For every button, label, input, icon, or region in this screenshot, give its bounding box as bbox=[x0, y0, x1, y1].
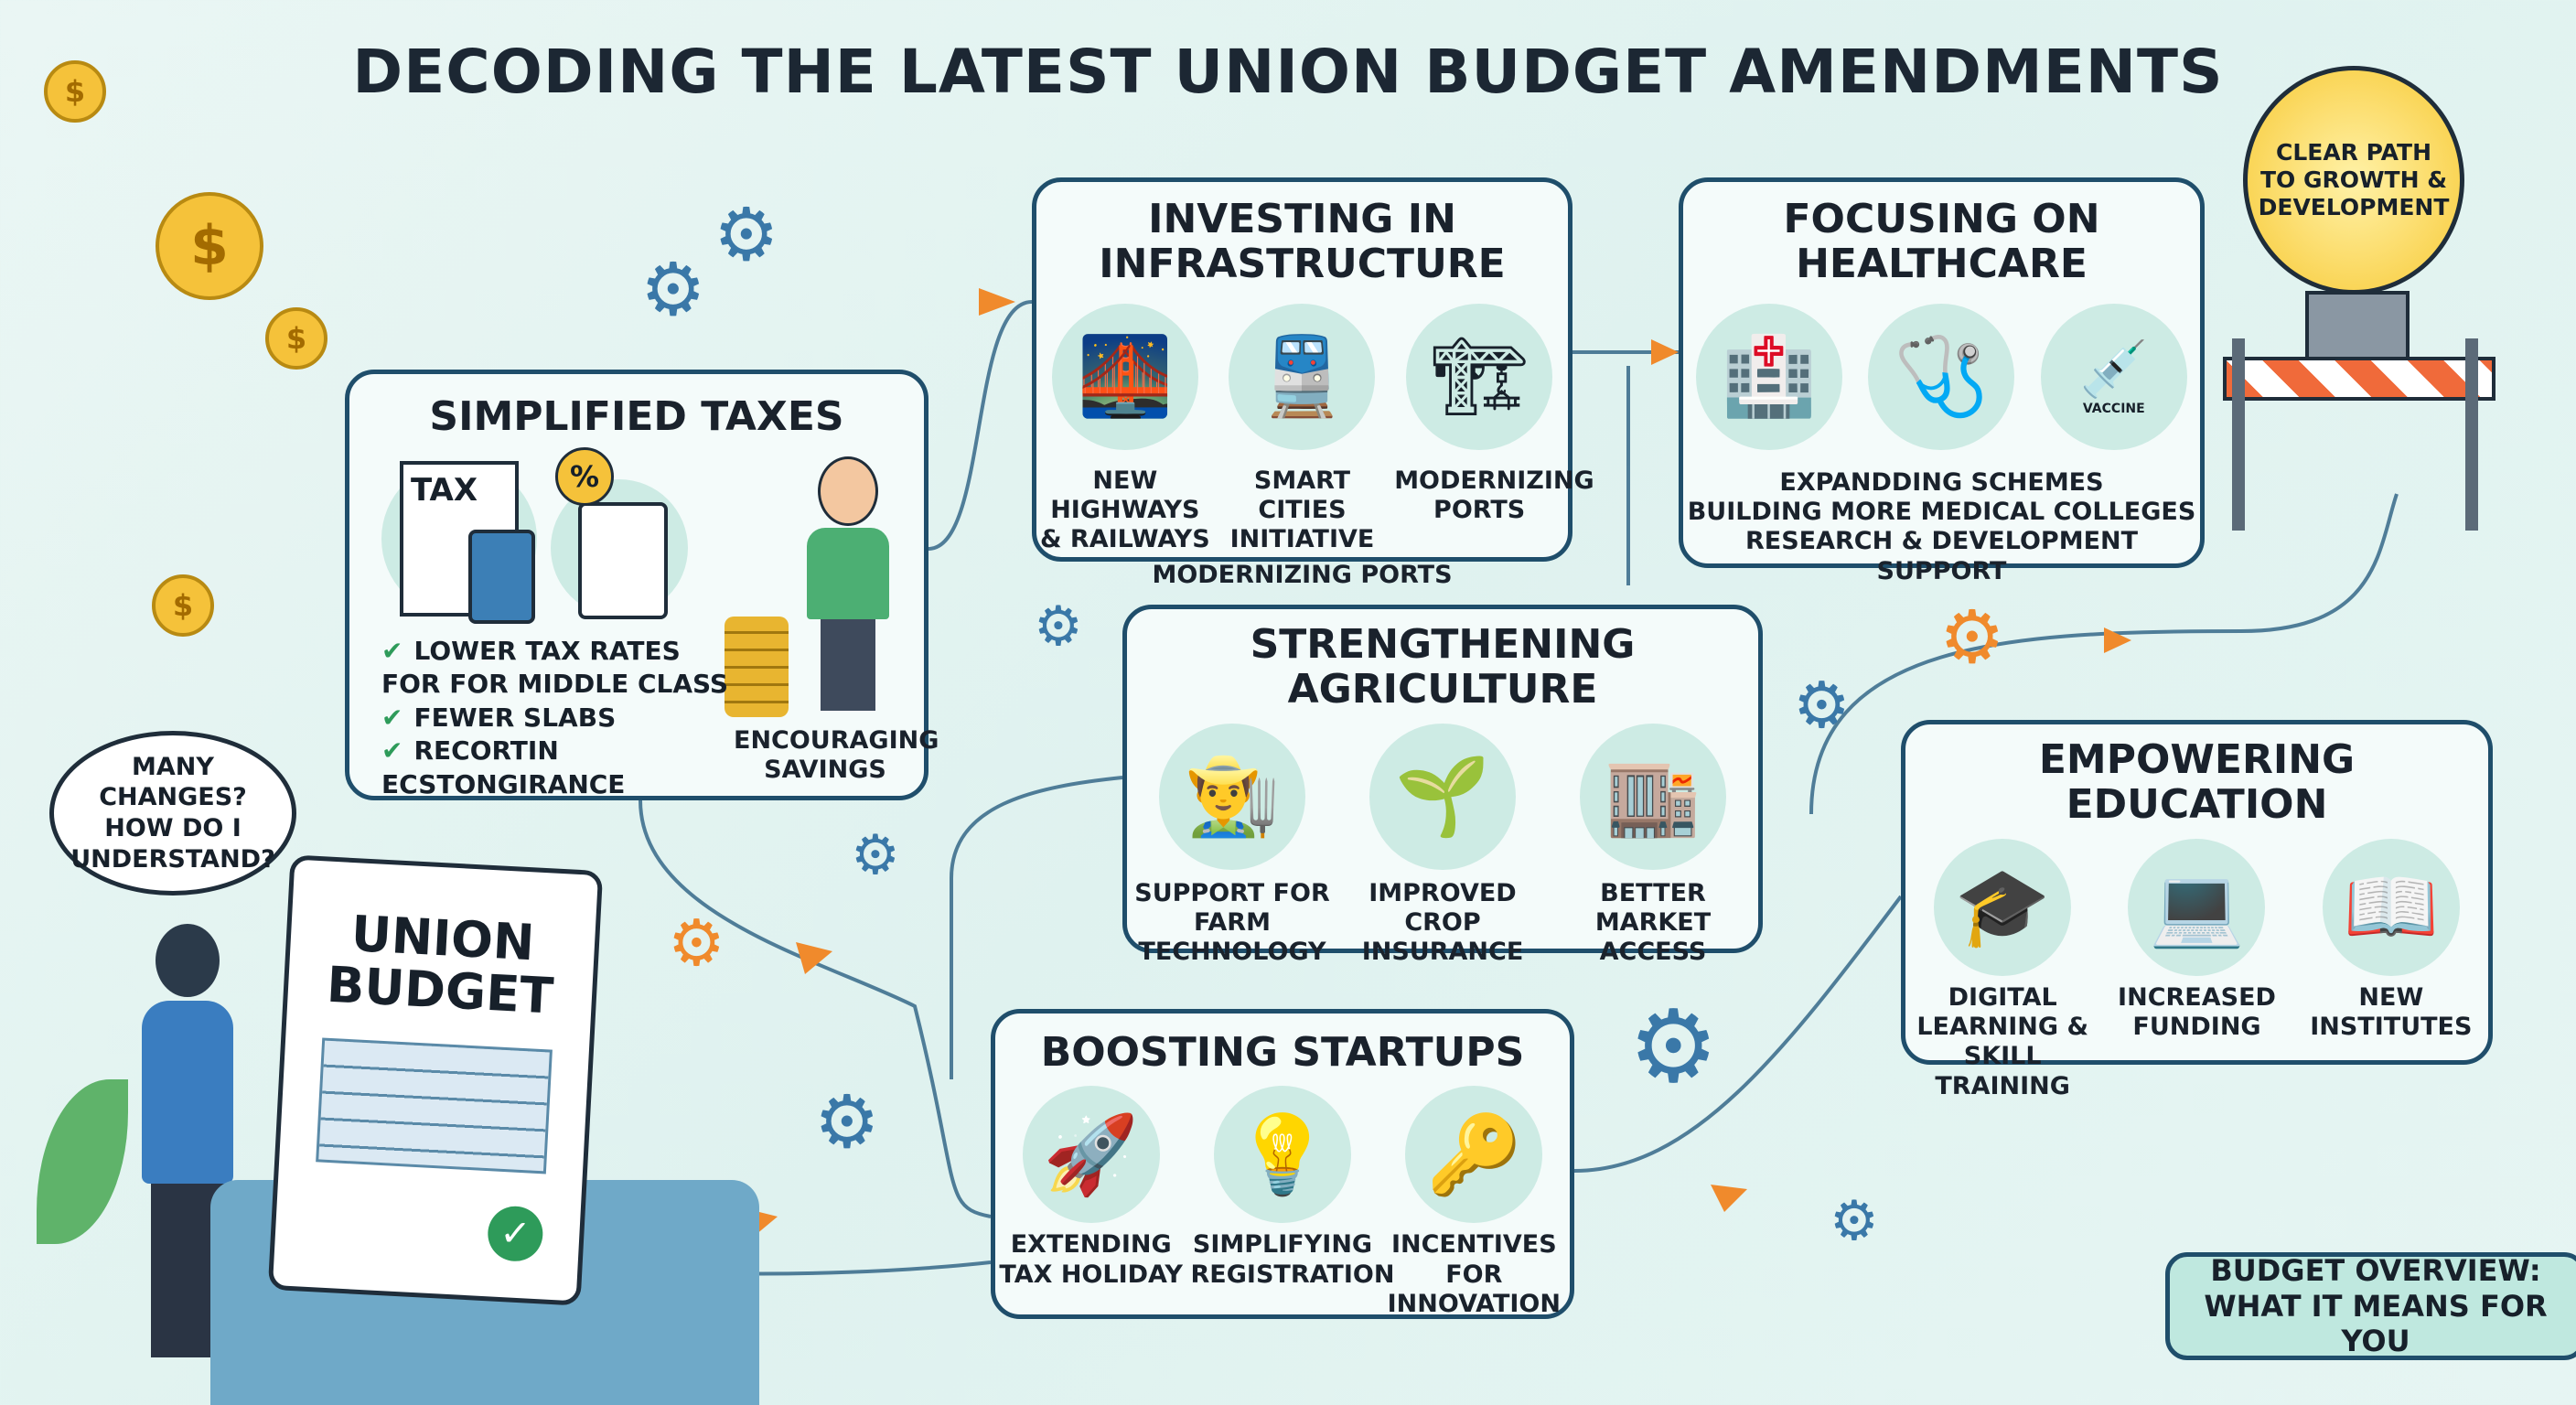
flow-path bbox=[1573, 895, 1903, 1173]
gear-icon: ⚙ bbox=[668, 906, 725, 981]
caption: NEW INSTITUTES bbox=[2310, 982, 2473, 1041]
gear-icon: ⚙ bbox=[1830, 1189, 1879, 1253]
flow-path bbox=[928, 300, 1033, 551]
card-simplified-taxes: SIMPLIFIED TAXES TAX % ✔ LOWER TAX RATES … bbox=[345, 370, 939, 801]
card-infrastructure: INVESTING IN INFRASTRUCTURE 🌉 🚆 🏗 NEW HI… bbox=[1032, 177, 1594, 589]
lightbulb-goal: CLEAR PATH TO GROWTH & DEVELOPMENT bbox=[2243, 66, 2464, 295]
caption: INCREASED FUNDING bbox=[2118, 982, 2276, 1041]
caption: SIMPLIFYING REGISTRATION bbox=[1190, 1230, 1395, 1289]
warehouse-icon: 🏬 bbox=[1580, 723, 1726, 870]
graduation-books-icon: 🎓 bbox=[1934, 838, 2072, 976]
caption: SMART CITIES INITIATIVE bbox=[1229, 466, 1375, 554]
list-item: EXPANDDING SCHEMES bbox=[1779, 467, 2104, 497]
checkmark-icon: ✓ bbox=[486, 1205, 544, 1263]
caption: IMPROVED CROP INSURANCE bbox=[1361, 878, 1524, 967]
happy-man-illustration bbox=[798, 456, 898, 713]
gear-icon: ⚙ bbox=[1034, 595, 1083, 659]
list-item: ✔ FEWER SLABS bbox=[381, 702, 617, 733]
laptop-learning-icon: 💻 bbox=[2128, 838, 2266, 976]
card-startups: BOOSTING STARTUPS 🚀 💡 🔑 EXTENDING TAX HO… bbox=[991, 1009, 1574, 1319]
calculator-icon bbox=[468, 530, 535, 624]
caption: INCENTIVES FOR INNOVATION bbox=[1387, 1230, 1561, 1319]
caption: DIGITAL LEARNING & SKILL TRAINING bbox=[1916, 982, 2088, 1100]
gear-icon: ⚙ bbox=[640, 247, 706, 332]
speech-bubble: MANY CHANGES? HOW DO I UNDERSTAND? bbox=[49, 731, 296, 896]
caption: MODERNIZING PORTS bbox=[1394, 466, 1594, 524]
gear-icon: ⚙ bbox=[1793, 668, 1851, 743]
gear-icon: ⚙ bbox=[1939, 595, 2005, 680]
card-heading: FOCUSING ON HEALTHCARE bbox=[1783, 196, 2100, 288]
arrow-head bbox=[1711, 1185, 1747, 1212]
hospital-icon: 🏥 bbox=[1696, 303, 1843, 450]
arrow-head bbox=[1651, 339, 1679, 365]
key-hand-icon: 🔑 bbox=[1405, 1086, 1543, 1224]
gear-icon: ⚙ bbox=[851, 823, 900, 887]
card-heading: BOOSTING STARTUPS bbox=[1040, 1029, 1525, 1076]
arrow-head bbox=[796, 942, 832, 974]
flow-path bbox=[639, 799, 992, 1218]
bridge-icon: 🌉 bbox=[1051, 303, 1198, 450]
union-budget-document: UNION BUDGET ✓ bbox=[267, 854, 604, 1306]
barrier-post bbox=[2465, 338, 2478, 531]
clipboard-icon bbox=[578, 502, 668, 619]
document-table bbox=[316, 1037, 553, 1174]
caption: SUPPORT FOR FARM TECHNOLOGY bbox=[1134, 878, 1330, 967]
card-heading: STRENGTHENING AGRICULTURE bbox=[1250, 621, 1636, 713]
card-agriculture: STRENGTHENING AGRICULTURE 👨‍🌾 🌱 🏬 SUPPOR… bbox=[1122, 605, 1763, 966]
train-icon: 🚆 bbox=[1229, 303, 1376, 450]
coin-icon: $ bbox=[44, 60, 106, 123]
caption-extra: MODERNIZING PORTS bbox=[1152, 560, 1453, 589]
gear-icon: ⚙ bbox=[714, 192, 779, 277]
taxes-list: ✔ LOWER TAX RATES FOR FOR MIDDLE CLASS ✔ F… bbox=[381, 635, 729, 801]
open-book-icon: 📖 bbox=[2322, 838, 2460, 976]
caption: NEW HIGHWAYS & RAILWAYS bbox=[1039, 466, 1210, 554]
arrow-head bbox=[2104, 627, 2131, 653]
crane-icon: 🏗 bbox=[1406, 303, 1553, 450]
card-heading: SIMPLIFIED TAXES bbox=[429, 393, 844, 440]
caption: BETTER MARKET ACCESS bbox=[1594, 878, 1712, 967]
list-item: ✔ LOWER TAX RATES FOR FOR MIDDLE CLASS bbox=[381, 636, 729, 700]
farmer-drone-icon: 👨‍🌾 bbox=[1159, 723, 1305, 870]
barrier-icon bbox=[2223, 357, 2496, 401]
coin-icon: $ bbox=[265, 307, 327, 370]
card-healthcare: FOCUSING ON HEALTHCARE 🏥 🩺 💉 VACCINE EXPA… bbox=[1679, 177, 2205, 585]
doctor-icon: 🩺 bbox=[1868, 303, 2015, 450]
barrier-post bbox=[2232, 338, 2245, 531]
rocket-money-icon: 🚀 bbox=[1022, 1086, 1160, 1224]
vaccine-vial-icon: 💉 VACCINE bbox=[2040, 303, 2187, 450]
list-item: RESEARCH & DEVELOPMENT SUPPORT bbox=[1744, 527, 2139, 585]
coin-icon: $ bbox=[152, 574, 214, 637]
document-title: UNION BUDGET bbox=[325, 905, 555, 1025]
card-heading: INVESTING IN INFRASTRUCTURE bbox=[1099, 196, 1506, 288]
flow-path bbox=[950, 776, 1123, 1079]
irrigation-crop-icon: 🌱 bbox=[1369, 723, 1516, 870]
card-heading: EMPOWERING EDUCATION bbox=[2038, 736, 2356, 829]
lightbulb-icon: 💡 bbox=[1213, 1086, 1351, 1224]
arrow-head bbox=[979, 288, 1015, 316]
coin-stack-icon bbox=[724, 617, 789, 717]
list-item: ✔ RECORTIN ECSTONGIRANCE bbox=[381, 735, 626, 799]
flow-path bbox=[1809, 493, 2399, 815]
caption: EXTENDING TAX HOLIDAY bbox=[999, 1230, 1183, 1289]
coin-icon: $ bbox=[156, 192, 263, 300]
list-item: BUILDING MORE MEDICAL COLLEGES bbox=[1687, 497, 2196, 526]
card-education: EMPOWERING EDUCATION 🎓 💻 📖 DIGITAL LEARN… bbox=[1901, 720, 2493, 1100]
percent-icon: % bbox=[555, 447, 614, 506]
gear-icon: ⚙ bbox=[814, 1079, 880, 1164]
overview-label: BUDGET OVERVIEW: WHAT IT MEANS FOR YOU bbox=[2165, 1252, 2576, 1360]
gear-icon: ⚙ bbox=[1628, 988, 1719, 1105]
side-caption: ENCOURAGING SAVINGS bbox=[734, 726, 939, 785]
page-title: DECODING THE LATEST UNION BUDGET AMENDME… bbox=[352, 37, 2224, 107]
